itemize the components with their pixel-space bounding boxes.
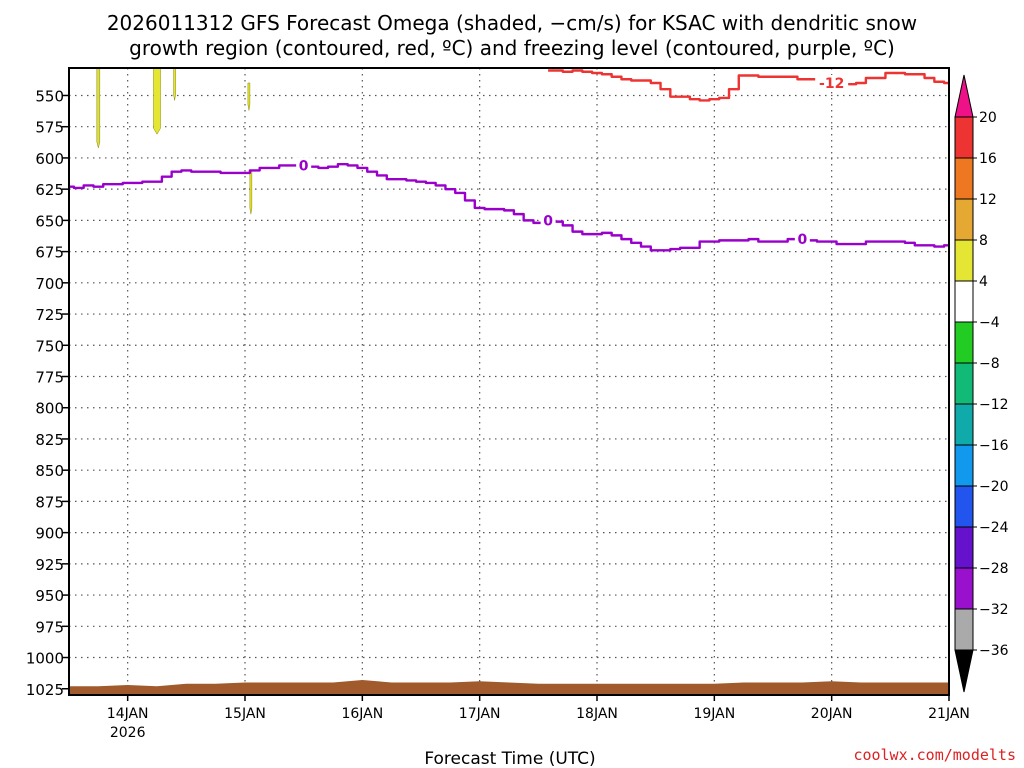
colorbar-bin-5	[954, 321, 974, 364]
y-tick-label-17: 975	[35, 618, 64, 636]
terrain-area	[69, 680, 949, 695]
contour-label-0-1: 0	[543, 213, 553, 229]
colorbar-label-13: −36	[979, 643, 1009, 659]
omega-streak-3	[249, 170, 253, 215]
colorbar-bin-11	[954, 567, 974, 610]
colorbar-bin-9	[954, 485, 974, 528]
omega-shading	[96, 67, 253, 215]
contour-label-0-0: 0	[299, 158, 309, 174]
x-tick-label-4: 18JAN	[576, 706, 618, 722]
y-axis: 550 575 600 625 650 675 700 725 750 775 800 825 850 8…	[26, 87, 69, 699]
colorbar-bin-8	[954, 444, 974, 487]
plot-area	[69, 68, 949, 695]
chart-title-line-2: growth region (contoured, red, ºC) and f…	[129, 36, 895, 60]
colorbar-bin-0	[954, 116, 974, 159]
contour-label-bg-0-2	[794, 231, 810, 248]
colorbar-label-3: 8	[979, 233, 988, 249]
y-tick-label-15: 925	[35, 556, 64, 574]
x-tick-label-6: 20JAN	[811, 706, 853, 722]
y-tick-label-3: 625	[35, 181, 64, 199]
x-axis-title: Forecast Time (UTC)	[424, 749, 595, 768]
y-tick-label-4: 650	[35, 212, 64, 230]
colorbar-bin-3	[954, 239, 974, 282]
colorbar-label-11: −28	[979, 561, 1009, 577]
colorbar-bin-4	[954, 280, 974, 323]
contour-label-0-2: 0	[797, 232, 807, 248]
y-tick-label-14: 900	[35, 525, 64, 543]
contour-line-0	[69, 162, 949, 252]
colorbar-bin-10	[954, 526, 974, 569]
terrain-fill	[69, 680, 949, 695]
x-tick-label-5: 19JAN	[693, 706, 735, 722]
y-tick-label-8: 750	[35, 337, 64, 355]
colorbar-label-2: 12	[979, 192, 997, 208]
colorbar-bin-1	[954, 157, 974, 200]
x-tick-label-7: 21JAN	[928, 706, 970, 722]
colorbar-label-9: −20	[979, 479, 1009, 495]
contour-line-1	[548, 69, 949, 102]
y-tick-label-18: 1000	[26, 650, 64, 668]
colorbar-top-arrow	[954, 74, 974, 118]
plot-background	[69, 68, 949, 695]
colorbar-label-6: −8	[979, 356, 1000, 372]
gridlines	[69, 68, 949, 695]
x-tick-label-3: 17JAN	[459, 706, 501, 722]
contour-series: 0 0 0 -12	[69, 69, 949, 252]
colorbar-label-12: −32	[979, 602, 1009, 618]
y-tick-label-5: 675	[35, 244, 64, 262]
contour-label-bg-0-1	[540, 212, 556, 229]
credit-text[interactable]: coolwx.com/modelts	[853, 746, 1016, 764]
colorbar-label-7: −12	[979, 397, 1009, 413]
contour-label-bg-1-0	[815, 74, 849, 91]
y-tick-label-6: 700	[35, 275, 64, 293]
x-tick-label-2: 16JAN	[341, 706, 383, 722]
y-tick-label-11: 825	[35, 431, 64, 449]
colorbar-label-4: 4	[979, 274, 988, 290]
contour-label-1-0: -12	[819, 76, 844, 92]
y-tick-label-10: 800	[35, 400, 64, 418]
x-axis: 14JAN 2026 15JAN 16JAN 17JAN 18JAN 19JAN 20JAN 2…	[107, 695, 970, 741]
chart-title-line-1: 2026011312 GFS Forecast Omega (shaded, −…	[107, 11, 917, 35]
omega-streak-4	[247, 82, 251, 111]
colorbar-label-1: 16	[979, 151, 997, 167]
colorbar-bin-2	[954, 198, 974, 241]
contour-label-bg-0-0	[296, 157, 312, 174]
colorbar-label-0: 20	[979, 110, 997, 126]
x-tick-sublabel-0: 2026	[110, 725, 146, 741]
y-tick-label-13: 875	[35, 493, 64, 511]
y-tick-label-7: 725	[35, 306, 64, 324]
y-tick-label-12: 850	[35, 462, 64, 480]
colorbar-bin-7	[954, 403, 974, 446]
y-tick-label-2: 600	[35, 150, 64, 168]
y-tick-label-9: 775	[35, 369, 64, 387]
y-tick-label-0: 550	[35, 87, 64, 105]
y-tick-label-1: 575	[35, 119, 64, 137]
plot-border	[68, 67, 950, 696]
x-tick-label-1: 15JAN	[224, 706, 266, 722]
omega-colorbar: 20 16 12 8 4 −4 −8 −12 −16 −20 −24 −28 −32 −36	[954, 74, 1009, 693]
plot-frame	[68, 67, 950, 696]
colorbar-bin-6	[954, 362, 974, 405]
y-tick-label-19: 1025	[26, 681, 64, 699]
omega-streak-0	[96, 67, 101, 148]
omega-streak-2	[173, 67, 176, 101]
colorbar-label-8: −16	[979, 438, 1009, 454]
y-tick-label-16: 950	[35, 587, 64, 605]
colorbar-label-10: −24	[979, 520, 1009, 536]
colorbar-bin-12	[954, 608, 974, 651]
colorbar-label-5: −4	[979, 315, 1000, 331]
colorbar-bottom-arrow	[954, 649, 974, 693]
omega-streak-1	[153, 67, 161, 135]
x-tick-label-0: 14JAN	[107, 706, 149, 722]
